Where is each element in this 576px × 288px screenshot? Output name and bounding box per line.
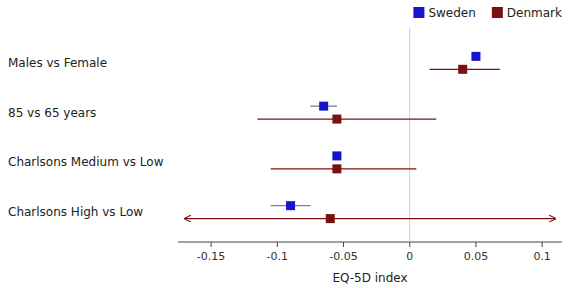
- confidence-interval: [257, 118, 436, 119]
- category-label: Males vs Female: [8, 56, 107, 70]
- category-label: Charlsons Medium vs Low: [8, 155, 164, 169]
- x-tick-label: -0.15: [197, 250, 225, 263]
- legend-label: Denmark: [507, 6, 562, 20]
- estimate-marker: [332, 164, 341, 173]
- confidence-interval-arrow: [185, 218, 556, 219]
- estimate-marker: [332, 115, 341, 124]
- x-tick: [409, 242, 410, 247]
- legend-swatch: [413, 7, 424, 18]
- x-tick: [211, 242, 212, 247]
- category-label: 85 vs 65 years: [8, 106, 96, 120]
- estimate-marker: [458, 65, 467, 74]
- estimate-marker: [332, 151, 341, 160]
- estimate-marker: [319, 102, 328, 111]
- legend: Denmark Sweden: [413, 6, 562, 20]
- x-tick-label: -0.05: [329, 250, 357, 263]
- x-axis-line: [178, 242, 562, 243]
- x-tick-label: 0.05: [464, 250, 489, 263]
- x-tick-label: 0: [406, 250, 413, 263]
- x-tick-label: -0.1: [267, 250, 288, 263]
- estimate-marker: [286, 201, 295, 210]
- estimate-marker: [471, 52, 480, 61]
- reference-line: [409, 28, 410, 242]
- x-tick: [475, 242, 476, 247]
- x-axis-label: EQ-5D index: [332, 271, 407, 285]
- chart: -0.15 -0.1 -0.05 0 0.05 0.1 EQ-5D index Males v…: [0, 0, 576, 288]
- legend-label: Sweden: [428, 6, 475, 20]
- plot-area: [185, 28, 556, 242]
- legend-swatch: [492, 7, 503, 18]
- estimate-marker: [326, 214, 335, 223]
- x-tick: [542, 242, 543, 247]
- category-label: Charlsons High vs Low: [8, 205, 143, 219]
- confidence-interval: [271, 168, 417, 169]
- x-tick: [277, 242, 278, 247]
- x-tick-label: 0.1: [533, 250, 551, 263]
- x-tick: [343, 242, 344, 247]
